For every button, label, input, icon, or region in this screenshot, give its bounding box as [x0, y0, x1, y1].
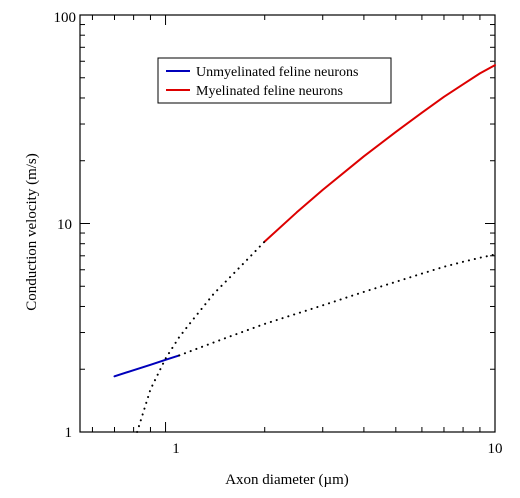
x-tick-label-1: 1: [172, 441, 180, 457]
extrapolation-line-3: [136, 240, 266, 433]
legend-box: [157, 57, 392, 104]
x-tick-label-10: 10: [488, 441, 503, 457]
legend: Unmyelinated feline neurons Myelinated f…: [157, 57, 392, 104]
y-tick-label-1: 1: [65, 425, 73, 441]
major-ticks: [80, 14, 495, 433]
y-tick-label-10: 10: [57, 217, 72, 233]
series-line-unmyelinated-feline-neurons: [113, 354, 181, 378]
y-tick-label-100: 100: [54, 10, 77, 26]
series-line-myelinated-feline-neurons: [263, 64, 496, 243]
minor-ticks: [80, 15, 495, 432]
legend-label-unmyelinated: Unmyelinated feline neurons: [196, 65, 359, 80]
x-axis-label: Axon diameter (µm): [225, 472, 349, 488]
extrapolation-line-2: [178, 253, 496, 357]
y-axis-label: Conduction velocity (m/s): [24, 153, 40, 310]
legend-label-myelinated: Myelinated feline neurons: [196, 84, 343, 99]
series-layer: [113, 64, 496, 433]
